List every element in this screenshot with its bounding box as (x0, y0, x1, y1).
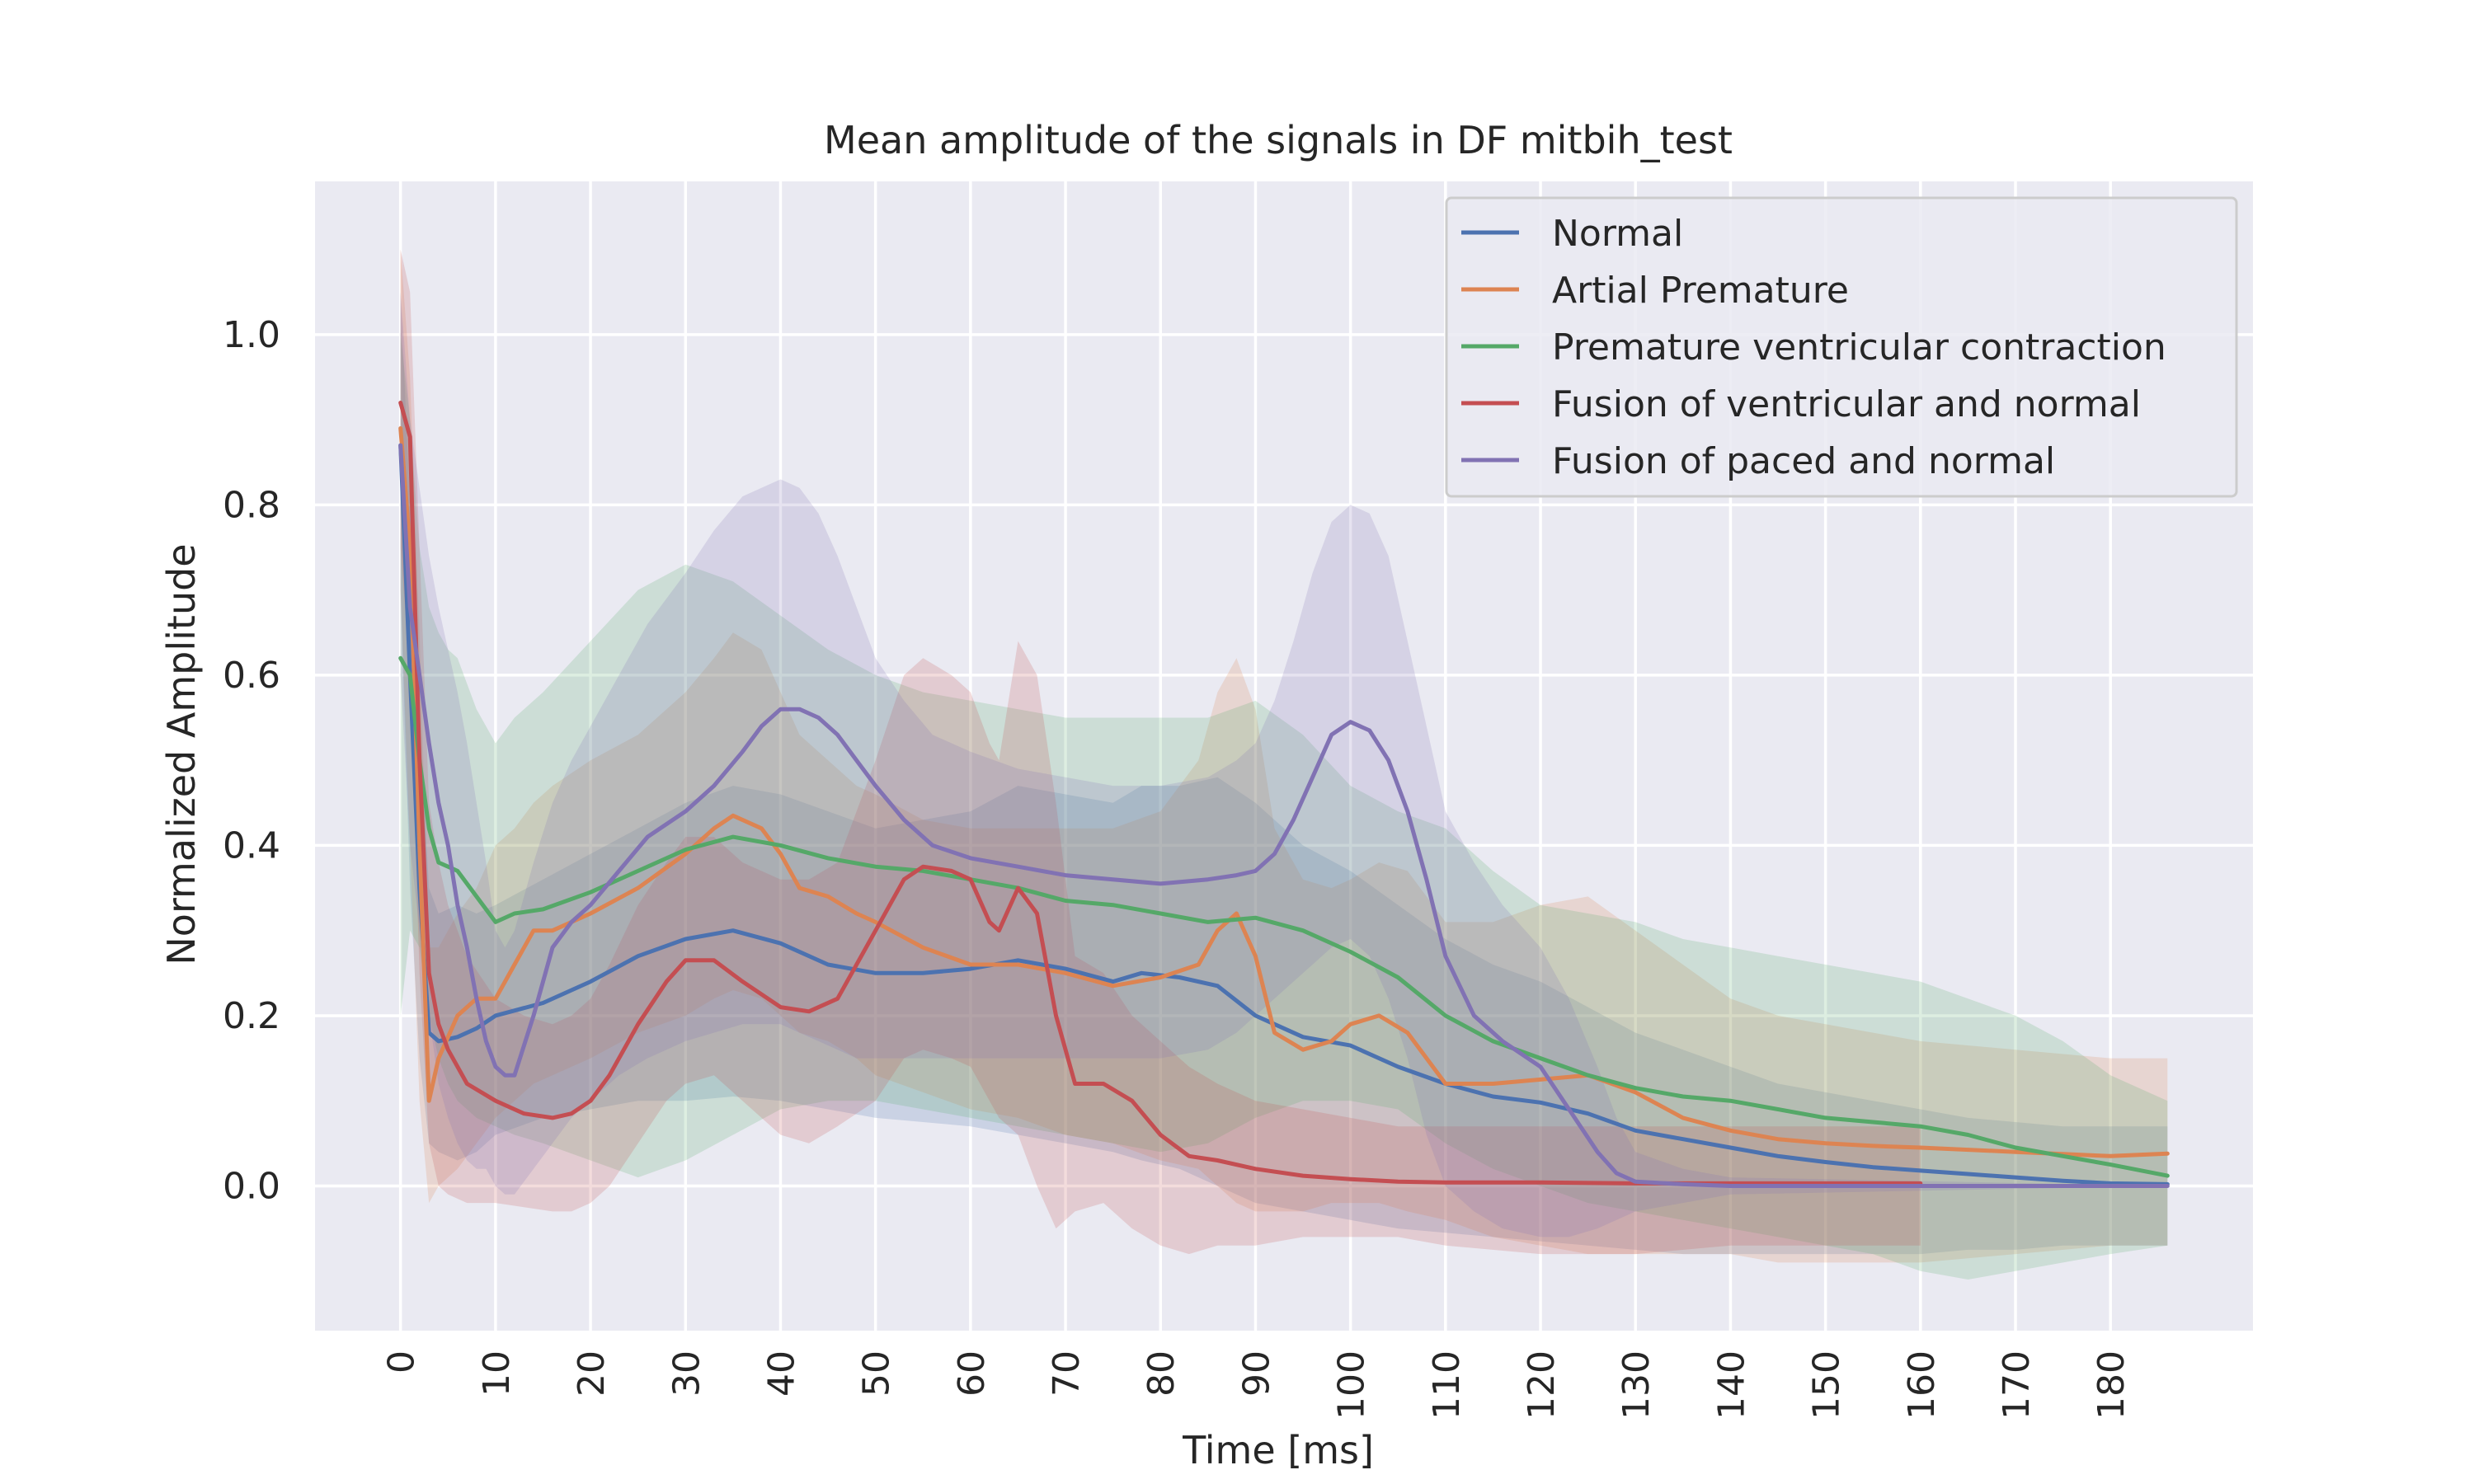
y-tick-labels: 0.0 0.2 0.4 0.6 0.8 1.0 (223, 314, 280, 1208)
y-tick-label: 0.2 (223, 995, 280, 1037)
x-axis-label: Time [ms] (1182, 1428, 1374, 1472)
y-tick-label: 1.0 (223, 314, 280, 356)
std-band (400, 292, 2168, 1237)
x-tick-label: 180 (2091, 1350, 2133, 1420)
series-line (398, 443, 2170, 1188)
x-tick-label: 90 (1235, 1350, 1277, 1397)
x-tick-labels: 0 10 20 30 40 50 60 70 80 90 100 110 120 130 140 150 160… (381, 1350, 2133, 1420)
x-tick-label: 150 (1806, 1350, 1848, 1420)
y-tick-label: 0.8 (223, 484, 280, 526)
x-tick-label: 120 (1521, 1350, 1563, 1420)
x-tick-label: 50 (856, 1350, 898, 1397)
x-tick-label: 170 (1996, 1350, 2038, 1420)
x-tick-label: 110 (1426, 1350, 1468, 1420)
legend: Normal Artial Premature Premature ventricu… (1445, 196, 2238, 498)
x-tick-label: 60 (951, 1350, 993, 1397)
std-band (400, 249, 2168, 1263)
y-tick-label: 0.4 (223, 824, 280, 866)
x-tick-label: 20 (571, 1350, 613, 1397)
legend-label: Premature ventricular contraction (1552, 326, 2166, 369)
series-line (398, 655, 2170, 1178)
chart-title: Mean amplitude of the signals in DF mitb… (824, 118, 1733, 162)
std-band (400, 292, 2168, 1255)
x-tick-label: 0 (381, 1350, 423, 1374)
y-tick-label: 0.6 (223, 655, 280, 697)
x-tick-label: 10 (476, 1350, 518, 1397)
x-tick-label: 140 (1710, 1350, 1752, 1420)
series-line (398, 401, 1923, 1186)
legend-label: Fusion of ventricular and normal (1552, 383, 2141, 425)
series-lines (398, 401, 2170, 1188)
x-tick-label: 40 (760, 1350, 802, 1397)
series-line (398, 426, 2170, 1158)
legend-label: Artial Premature (1552, 270, 1849, 312)
y-tick-label: 0.0 (223, 1165, 280, 1207)
x-tick-label: 130 (1616, 1350, 1658, 1420)
grid-lines (315, 181, 2253, 1331)
std-band (400, 334, 2168, 1280)
x-tick-label: 70 (1046, 1350, 1088, 1397)
x-tick-label: 30 (666, 1350, 708, 1397)
std-band (400, 249, 1921, 1255)
std-bands (400, 249, 2168, 1280)
legend-label: Fusion of paced and normal (1552, 440, 2055, 482)
legend-box (1445, 196, 2238, 498)
x-tick-label: 100 (1331, 1350, 1373, 1420)
legend-label: Normal (1552, 213, 1683, 255)
x-tick-label: 160 (1901, 1350, 1943, 1420)
x-tick-label: 80 (1141, 1350, 1183, 1397)
y-axis-label: Normalized Amplitude (159, 543, 204, 965)
